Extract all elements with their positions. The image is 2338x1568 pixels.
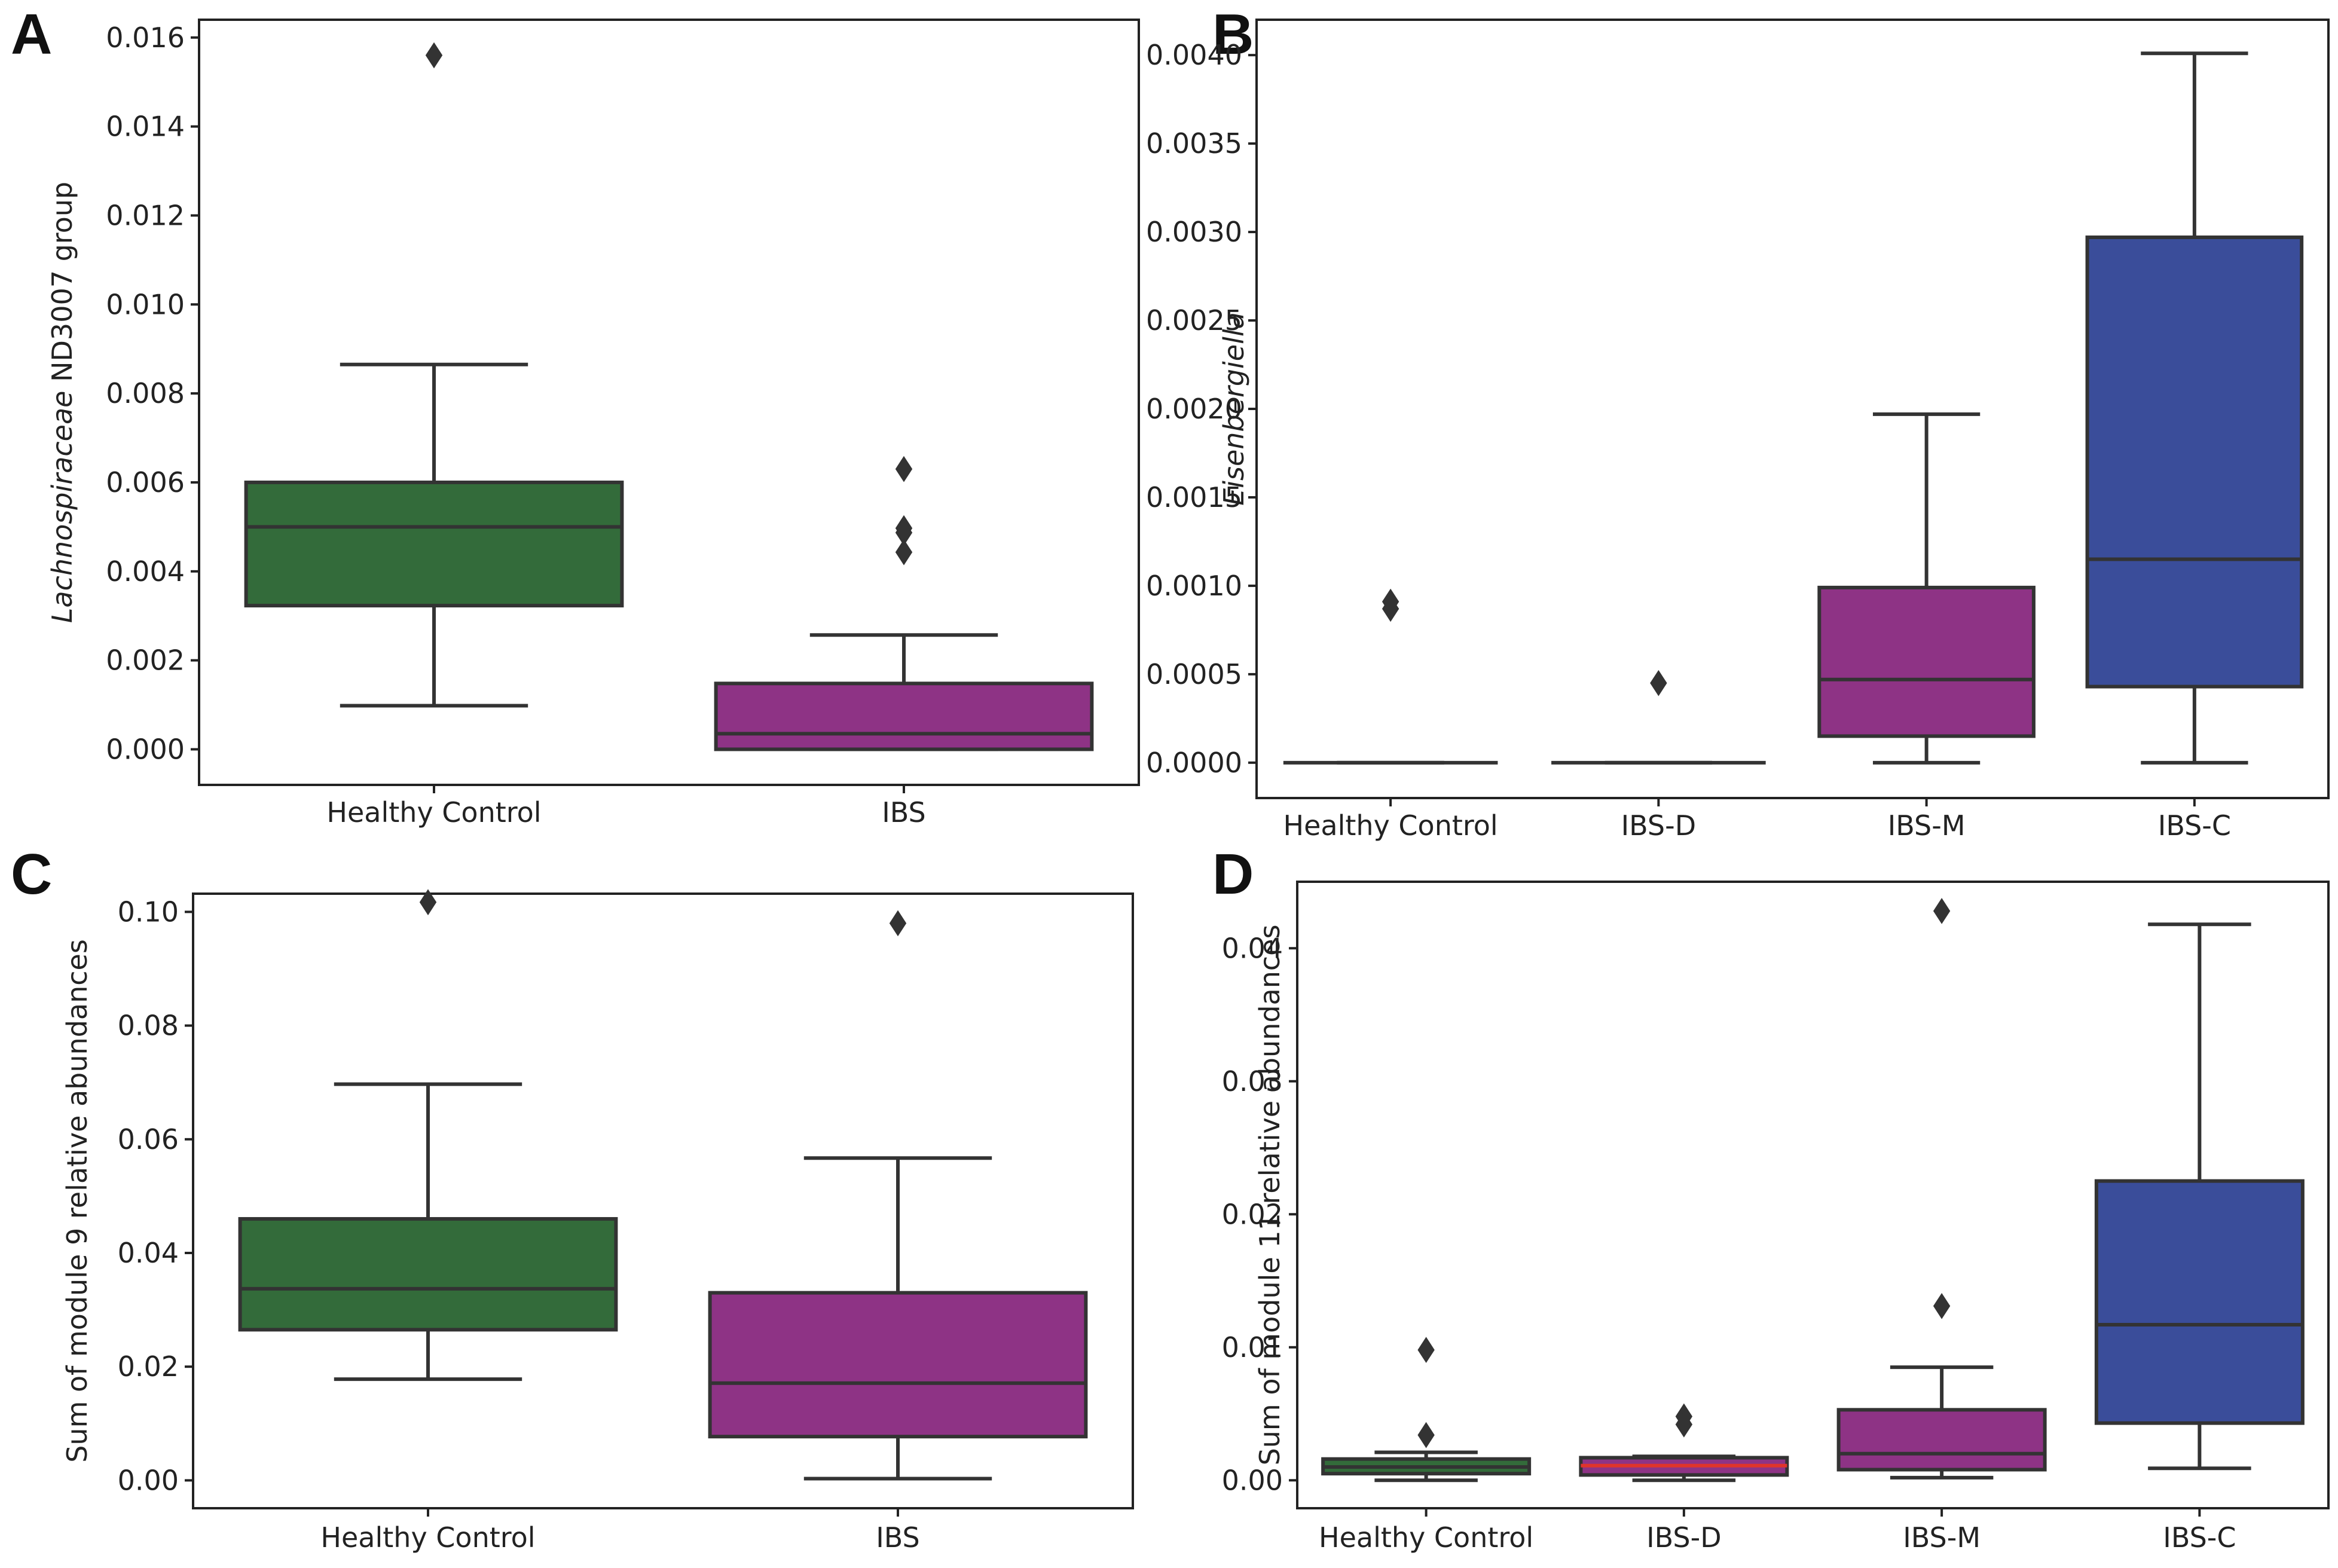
x-tick-label: IBS-C: [2158, 809, 2231, 842]
x-tick-label: IBS-M: [1888, 809, 1966, 842]
y-tick-label: 0.02: [1222, 1198, 1283, 1230]
y-axis-label: Lachnospiraceae ND3007 group: [46, 182, 78, 623]
y-tick-label: 0.000: [106, 733, 185, 765]
x-tick-label: IBS: [882, 796, 926, 829]
y-tick-label: 0.00: [118, 1464, 179, 1496]
y-tick-label: 0.0015: [1146, 481, 1242, 514]
box-ibs: [714, 456, 1094, 751]
box-ibs-d: [1579, 1403, 1789, 1483]
y-tick-label: 0.0005: [1146, 658, 1242, 690]
y-axis-label-text: Sum of module 9 relative abundances: [61, 939, 93, 1463]
panel-c-chart: 0.00 0.02 0.04 0.06 0.08 0.10 Healthy Control I…: [61, 889, 1134, 1554]
outlier-point: [1417, 1337, 1435, 1364]
x-tick-label: IBS-D: [1646, 1521, 1722, 1554]
y-tick-label: 0.06: [118, 1123, 179, 1156]
y-axis-label: Sum of module 11 relative abundances: [1254, 925, 1286, 1466]
box-iqr: [1817, 585, 2036, 738]
x-tick-label: IBS: [876, 1521, 920, 1554]
y-tick-label: 0.04: [118, 1237, 179, 1269]
x-tick-label: IBS-M: [1903, 1521, 1981, 1554]
plot-frame: [1296, 881, 2330, 1509]
outlier-point: [895, 539, 913, 566]
y-tick-label: 0.0040: [1146, 39, 1242, 71]
y-tick-label: 0.016: [106, 22, 185, 54]
outlier-point: [895, 456, 913, 482]
outlier-point: [425, 42, 443, 69]
panel-d-letter: D: [1212, 842, 1254, 906]
box-healthy-control: [244, 42, 624, 708]
y-tick-label: 0.04: [1222, 932, 1283, 964]
y-tick-label: 0.01: [1222, 1331, 1283, 1364]
outlier-point: [419, 889, 437, 916]
panel-a-letter: A: [11, 2, 52, 66]
outlier-point: [1650, 670, 1667, 696]
y-axis-label: Sum of module 9 relative abundances: [61, 939, 93, 1463]
panel-c: C 0.00 0.02 0.04 0.06 0.08 0.10 Healthy Contro…: [11, 842, 1134, 1554]
y-tick-label: 0.008: [106, 377, 185, 409]
panel-b-chart: 0.0000 0.0005 0.0010 0.0015 0.0020 0.0025 0.00…: [1146, 19, 2330, 842]
outlier-point: [1417, 1422, 1435, 1448]
y-tick-label: 0.006: [106, 466, 185, 499]
box-ibs-c: [2094, 922, 2305, 1471]
x-tick-label: IBS-D: [1621, 809, 1697, 842]
y-tick-label: 0.004: [106, 555, 185, 588]
y-tick-label: 0.0000: [1146, 747, 1242, 779]
panel-d: D 0.00 0.01 0.02 0.03 0.04 Healthy Control IBS…: [1212, 842, 2330, 1554]
x-tick-label: Healthy Control: [320, 1521, 535, 1554]
panel-b: B 0.00000.00050.00100.00150.00200.00250.…: [1146, 2, 2330, 842]
box-ibs-d: [1551, 670, 1766, 765]
y-tick-label: 0.0025: [1146, 304, 1242, 337]
panel-d-chart: 0.00 0.01 0.02 0.03 0.04 Healthy Control IBS-D…: [1222, 881, 2330, 1554]
box-iqr: [244, 480, 624, 608]
y-tick-label: 0.014: [106, 111, 185, 143]
x-tick-label: Healthy Control: [1319, 1521, 1533, 1554]
y-tick-label: 0.0020: [1146, 393, 1242, 425]
box-healthy-control: [238, 889, 618, 1381]
box-ibs-m: [1836, 898, 2047, 1480]
y-axis-label-italic: Eisenbergiella: [1218, 312, 1250, 506]
outlier-point: [889, 910, 907, 937]
y-tick-label: 0.012: [106, 199, 185, 231]
y-tick-label: 0.0030: [1146, 216, 1242, 248]
panel-a-chart: 0.000 0.002 0.004 0.006 0.008 0.010 0.012 0.014…: [46, 19, 1140, 829]
y-axis-label-italic: Lachnospiraceae: [46, 391, 78, 623]
box-ibs-c: [2085, 51, 2304, 765]
box-iqr: [2085, 235, 2304, 689]
y-tick-label: 0.002: [106, 644, 185, 677]
box-iqr: [2094, 1179, 2305, 1425]
box-ibs-m: [1817, 412, 2036, 765]
panel-c-letter: C: [11, 842, 52, 906]
y-tick-label: 0.00: [1222, 1464, 1283, 1496]
panel-b-letter: B: [1212, 2, 1254, 66]
y-tick-label: 0.0035: [1146, 127, 1242, 160]
box-ibs: [708, 910, 1088, 1481]
x-tick-label: Healthy Control: [326, 796, 541, 829]
outlier-point: [1933, 898, 1951, 924]
panel-a: A 0.0000.0020.0040.0060.0080.0100.0120.0…: [11, 2, 1140, 829]
y-axis-label-text: ND3007 group: [46, 182, 78, 391]
y-tick-label: 0.08: [118, 1010, 179, 1042]
y-tick-label: 0.10: [118, 895, 179, 928]
box-healthy-control: [1321, 1337, 1532, 1483]
y-tick-label: 0.0010: [1146, 570, 1242, 602]
plot-frame: [192, 892, 1134, 1509]
y-axis-label-text: Sum of module 11 relative abundances: [1254, 925, 1286, 1466]
box-iqr: [1836, 1408, 2047, 1472]
y-tick-label: 0.02: [118, 1350, 179, 1383]
box-iqr: [714, 681, 1094, 751]
box-iqr: [708, 1291, 1088, 1439]
outlier-point: [1675, 1411, 1693, 1438]
x-tick-label: Healthy Control: [1283, 809, 1498, 842]
y-tick-label: 0.010: [106, 288, 185, 320]
box-healthy-control: [1283, 588, 1498, 765]
box-iqr: [238, 1217, 618, 1332]
outlier-point: [1382, 595, 1399, 622]
outlier-point: [1933, 1292, 1951, 1319]
x-tick-label: IBS-C: [2163, 1521, 2236, 1554]
y-axis-label: Eisenbergiella: [1218, 312, 1250, 506]
y-tick-label: 0.03: [1222, 1065, 1283, 1098]
plot-frame: [198, 19, 1140, 786]
